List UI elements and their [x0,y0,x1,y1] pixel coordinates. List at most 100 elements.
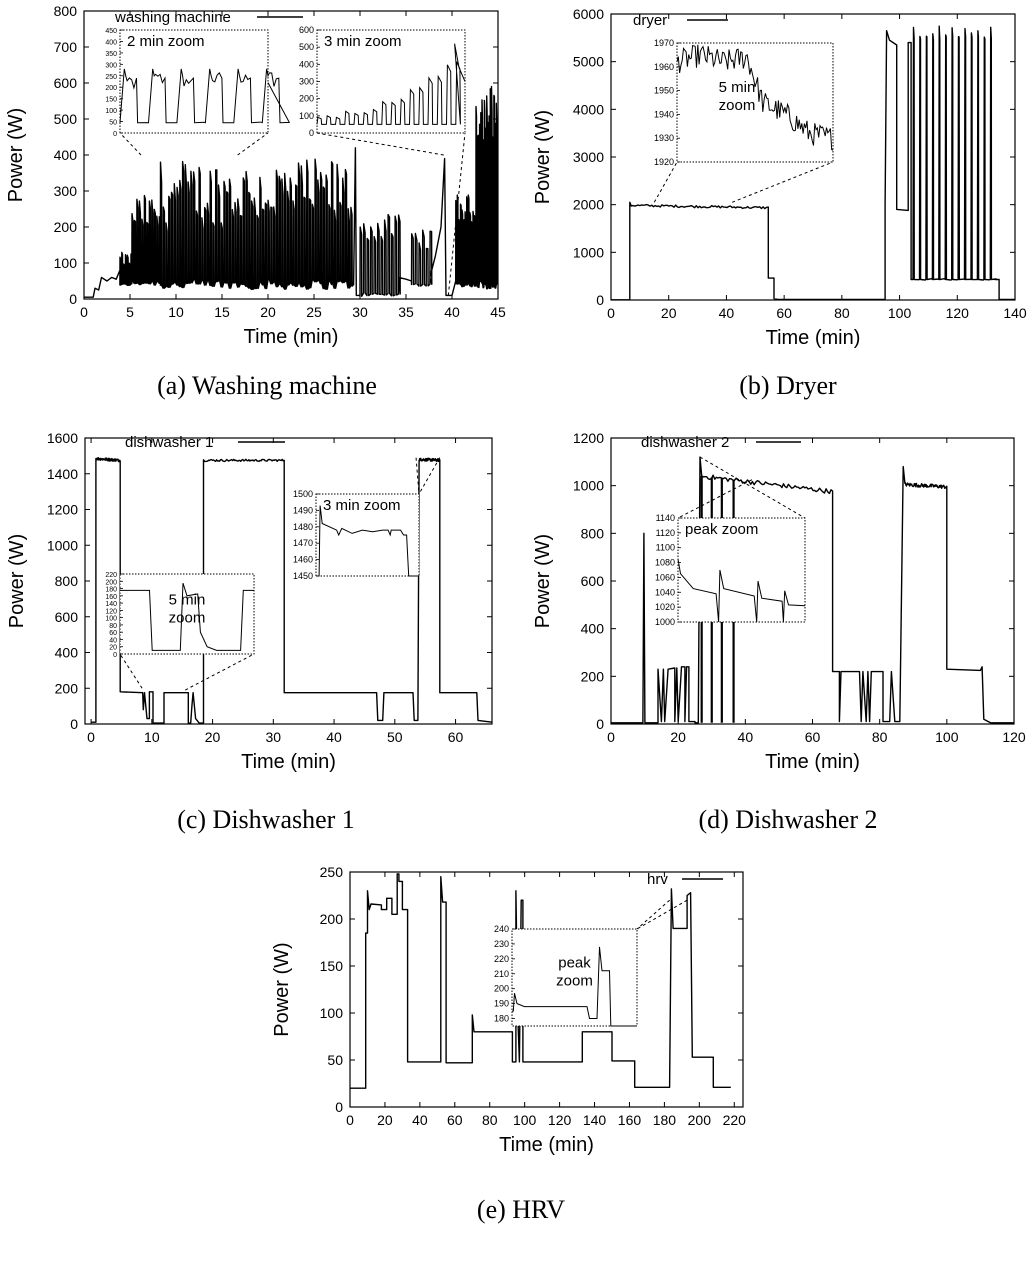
inset-y-tick-label: 250 [105,74,117,81]
inset-y-tick-label: 1140 [656,513,675,523]
inset-y-tick-label: 230 [494,939,509,949]
y-tick-label: 1600 [47,430,78,446]
x-tick-label: 0 [87,729,95,745]
y-tick-label: 400 [581,621,605,637]
x-tick-label: 0 [607,729,615,745]
y-axis-label: Power (W) [5,108,27,202]
y-tick-label: 0 [69,291,77,307]
x-tick-label: 45 [490,304,506,320]
zoom-leader [415,457,420,495]
inset-y-tick-label: 180 [105,587,117,594]
inset-y-tick-label: 1470 [293,538,313,548]
x-tick-label: 15 [214,304,230,320]
y-tick-label: 100 [320,1005,344,1021]
x-tick-label: 35 [398,304,414,320]
zoom-leader [636,899,688,930]
legend-label: dishwasher 2 [641,434,729,451]
zoom-leader [316,132,444,156]
chart-panel-e: 0 20 40 60 80 100 120 140 160 180 200 220 0 50 100 150 2… [271,864,746,1224]
inset-label: peak zoom [685,521,758,538]
y-tick-label: 600 [55,609,79,625]
y-tick-label: 600 [54,75,78,91]
zoom-leader [418,457,441,495]
legend-label: dryer [633,12,667,29]
inset-y-tick-label: 120 [105,608,117,615]
x-tick-label: 20 [205,729,221,745]
legend-label: dishwasher 1 [125,434,213,451]
y-tick-label: 600 [581,573,605,589]
legend-label: washing machine [114,9,231,26]
inset-y-tick-label: 20 [109,645,117,652]
inset-y-tick-label: 200 [299,94,314,104]
inset-y-tick-label: 350 [105,51,117,58]
x-tick-label: 40 [412,1112,428,1128]
x-tick-label: 80 [834,305,850,321]
inset-frame [119,573,255,655]
inset-y-tick-label: 50 [109,120,117,127]
inset-label: zoom [169,609,206,626]
y-tick-label: 3000 [573,149,604,165]
y-tick-label: 300 [54,183,78,199]
y-tick-label: 200 [581,668,605,684]
inset-series-line [676,44,834,151]
inset-frame [676,42,834,163]
inset-y-tick-label: 0 [113,131,117,138]
y-tick-label: 200 [320,911,344,927]
x-tick-label: 180 [653,1112,677,1128]
x-tick-label: 20 [377,1112,393,1128]
inset-label: 2 min zoom [127,33,205,50]
legend-label: hrv [647,871,668,888]
y-tick-label: 150 [320,958,344,974]
inset-y-tick-label: 100 [105,108,117,115]
x-axis-label: Time (min) [766,327,861,349]
inset-series-line [316,43,466,125]
inset-y-tick-label: 300 [105,62,117,69]
inset-y-tick-label: 200 [494,984,509,994]
y-tick-label: 800 [581,525,605,541]
x-tick-label: 120 [946,305,970,321]
panel-caption: (c) Dishwasher 1 [177,805,355,834]
y-axis-label: Power (W) [532,534,554,628]
inset-y-tick-label: 1450 [293,571,313,581]
x-axis-label: Time (min) [244,326,339,348]
y-axis-label: Power (W) [532,110,554,204]
x-tick-label: 100 [513,1112,537,1128]
x-tick-label: 60 [447,1112,463,1128]
inset-y-tick-label: 1060 [655,572,675,582]
series-line [84,85,498,298]
x-tick-label: 20 [661,305,677,321]
inset-y-tick-label: 150 [105,97,117,104]
y-tick-label: 200 [54,219,78,235]
inset-series-line [120,582,254,651]
x-axis-label: Time (min) [765,751,860,773]
zoom-leader [119,653,143,689]
x-tick-label: 200 [688,1112,712,1128]
x-tick-label: 30 [266,729,282,745]
series-line [611,25,1015,301]
zoom-leader [119,132,142,156]
y-tick-label: 800 [54,3,78,19]
x-tick-label: 140 [1003,305,1027,321]
x-tick-label: 20 [260,304,276,320]
x-tick-label: 30 [352,304,368,320]
y-tick-label: 4000 [573,101,604,117]
inset-y-tick-label: 220 [105,572,117,579]
inset-label: peak [558,955,591,972]
inset-y-tick-label: 1500 [293,489,313,499]
x-tick-label: 5 [126,304,134,320]
inset-y-tick-label: 200 [105,579,117,586]
y-tick-label: 500 [54,111,78,127]
y-tick-label: 0 [596,716,604,732]
x-tick-label: 140 [583,1112,607,1128]
x-tick-label: 0 [607,305,615,321]
zoom-leader [732,161,834,203]
y-tick-label: 700 [54,39,78,55]
panel-caption: (a) Washing machine [157,371,377,400]
chart-panel-d: 0 20 40 60 80 100 120020040060080010001200Time… [532,430,1026,834]
inset-y-tick-label: 1020 [655,602,675,612]
zoom-leader [699,456,806,519]
y-tick-label: 50 [327,1052,343,1068]
inset-y-tick-label: 240 [494,924,509,934]
inset-y-tick-label: 1940 [654,109,674,119]
